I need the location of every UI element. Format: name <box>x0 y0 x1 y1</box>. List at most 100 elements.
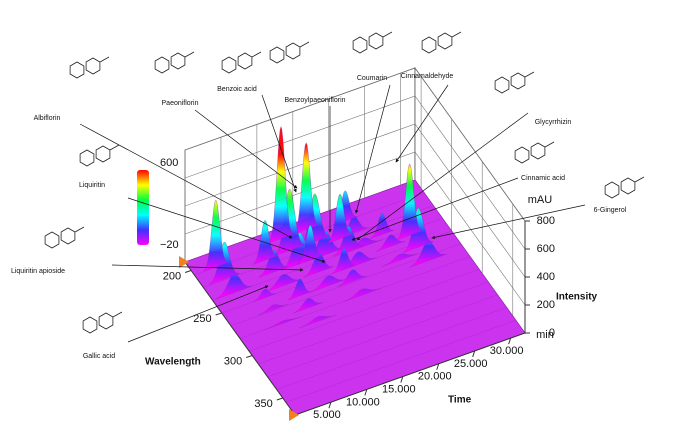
peak <box>252 288 277 303</box>
z-tick-label: 200 <box>537 299 555 311</box>
structure <box>269 46 285 64</box>
peak <box>258 304 289 315</box>
y-tick-label: 300 <box>224 355 242 367</box>
structure <box>437 32 453 50</box>
leader-line <box>111 264 304 272</box>
compound-label: Coumarin <box>357 75 387 82</box>
leader-line <box>395 84 449 163</box>
x-axis-label: Time <box>448 395 472 406</box>
structure <box>451 31 462 38</box>
peak <box>375 234 406 252</box>
structure <box>510 72 526 90</box>
z-unit: mAU <box>528 194 553 206</box>
structure <box>79 149 95 167</box>
peak <box>294 142 319 234</box>
x-tick-label: 5.000 <box>313 409 341 421</box>
leader-line <box>355 84 391 214</box>
y-tick-label: 200 <box>163 270 181 282</box>
peak <box>327 193 352 244</box>
structure <box>251 51 262 58</box>
compound-label: Cinnamaldehyde <box>401 73 454 80</box>
peak <box>369 213 394 239</box>
structure <box>620 177 636 195</box>
grid-line <box>184 151 526 306</box>
floor-ridge <box>285 320 516 403</box>
leader-line <box>431 204 586 240</box>
peak <box>264 316 302 330</box>
structure <box>69 61 85 79</box>
axis-line <box>294 332 526 416</box>
structure <box>99 56 110 63</box>
structure <box>170 52 186 70</box>
x-tick-label: 30.000 <box>490 345 524 357</box>
floor-ridge <box>276 307 507 390</box>
floor-ridge <box>249 269 480 352</box>
tick <box>400 376 404 383</box>
compound-label: Benzoic acid <box>217 86 257 93</box>
structure <box>530 142 546 160</box>
peak <box>287 278 312 301</box>
peak <box>293 298 324 314</box>
structure <box>514 146 530 164</box>
colorbar-tick-label: −20 <box>160 239 179 251</box>
y-axis-label: Wavelength <box>145 357 201 368</box>
structure <box>634 176 645 183</box>
structure <box>368 32 384 50</box>
compound-label: Gallic acid <box>83 353 115 360</box>
tick <box>436 363 440 370</box>
peak <box>309 275 347 293</box>
compound-label: Paeoniflorin <box>162 100 199 107</box>
structure <box>421 36 437 54</box>
structure <box>285 42 301 60</box>
z-tick-label: 0 <box>549 327 555 339</box>
axis-marker <box>289 409 299 421</box>
grid-line <box>184 95 526 250</box>
peak <box>343 288 381 302</box>
peak <box>274 188 305 256</box>
compound-label: Liquiritin <box>79 182 105 189</box>
axis-marker <box>179 256 189 268</box>
tick <box>184 270 192 273</box>
z-axis-label: Intensity <box>556 292 598 303</box>
peak <box>303 252 334 278</box>
tick <box>328 402 332 409</box>
structure <box>494 76 510 94</box>
tick <box>246 355 253 358</box>
colorbar <box>137 170 149 245</box>
x-tick-label: 20.000 <box>418 371 452 383</box>
tick <box>364 389 368 396</box>
structure <box>604 181 620 199</box>
x-tick-label: 10.000 <box>346 396 380 408</box>
peak <box>298 224 323 265</box>
structure <box>74 226 85 233</box>
structure <box>524 71 535 78</box>
floor-ridge <box>258 281 489 365</box>
compound-label: Cinnamic acid <box>521 175 565 182</box>
peak <box>381 253 419 267</box>
leader-line <box>351 177 519 241</box>
leader-line <box>79 123 293 239</box>
structure <box>98 312 114 330</box>
structure <box>154 56 170 74</box>
tick <box>472 350 476 358</box>
peak <box>203 199 228 272</box>
peak <box>331 248 356 274</box>
structure <box>112 311 123 318</box>
tick <box>215 312 222 316</box>
structure <box>82 316 98 334</box>
peak <box>333 225 364 257</box>
structure <box>109 144 120 151</box>
structure <box>184 51 195 58</box>
x-unit: min <box>536 329 554 341</box>
compound-label: Benzoylpaeoniflorin <box>284 97 345 104</box>
tick <box>276 397 283 401</box>
floor-ridge <box>267 294 498 377</box>
x-tick-label: 25.000 <box>454 358 488 370</box>
structure <box>44 231 60 249</box>
leader-line <box>194 109 298 189</box>
leader-line <box>261 94 297 193</box>
y-tick-label: 350 <box>254 398 272 410</box>
leader-line <box>356 112 529 241</box>
structure <box>299 41 310 48</box>
